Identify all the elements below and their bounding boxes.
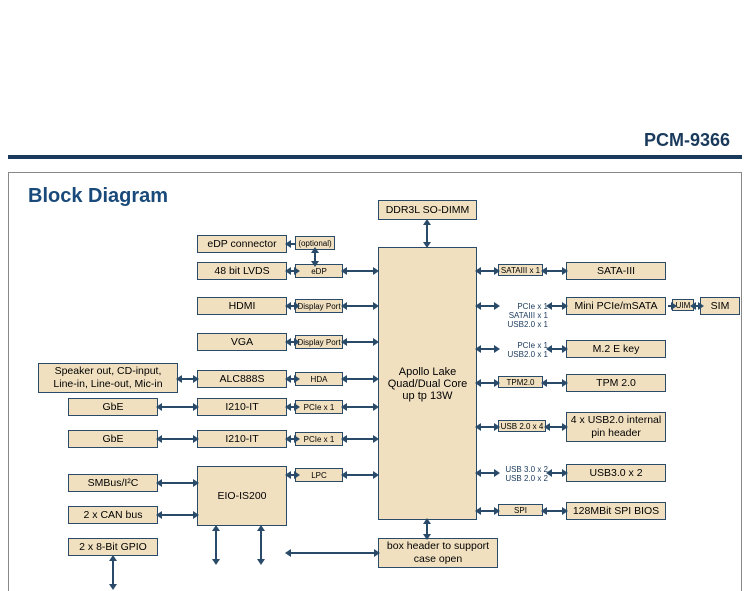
cpu-line3: up tp 13W — [402, 390, 452, 402]
lvds-block: 48 bit LVDS — [197, 262, 287, 280]
usb2-block: 4 x USB2.0 internal pin header — [566, 412, 666, 442]
arrow-mpcie-r — [551, 305, 563, 307]
arrow-mpcie-l — [480, 305, 495, 307]
arrow-tpm-r — [546, 382, 563, 384]
vga-block: VGA — [197, 333, 287, 351]
arrow-gbe2 — [161, 438, 194, 440]
ddr-block: DDR3L SO-DIMM — [378, 200, 477, 220]
i210b-block: I210-IT — [197, 430, 287, 448]
bus-dp2: Display Port — [295, 335, 343, 349]
m2-block: M.2 E key — [566, 340, 666, 358]
tag-m2: PCIe x 1 USB2.0 x 1 — [498, 342, 548, 360]
alc-block: ALC888S — [197, 370, 287, 388]
arrow-gpio-down — [112, 560, 114, 585]
sim-block: SIM — [700, 297, 740, 315]
arrow-m2-r — [551, 348, 563, 350]
arrow-i210b — [290, 438, 295, 440]
cpu-block: Apollo Lake Quad/Dual Core up tp 13W — [378, 247, 477, 520]
arrow-usb3-r — [551, 472, 563, 474]
arrow-gbe1 — [161, 406, 194, 408]
arrow-usb3-l — [480, 472, 495, 474]
arrow-edp-opt — [290, 243, 295, 245]
tag-usb3: USB 3.0 x 2 USB 2.0 x 2 — [498, 466, 548, 484]
arrow-alc — [290, 378, 295, 380]
arrow-hdmi — [290, 305, 295, 307]
tag-mpcie: PCIe x 1 SATAIII x 1 USB2.0 x 1 — [498, 303, 548, 329]
arrow-cpu-boxheader — [426, 523, 428, 535]
bus-dp1: Display Port — [295, 299, 343, 313]
arrow-vga2 — [346, 341, 374, 343]
arrow-eio2 — [346, 474, 374, 476]
arrow-sata-r — [546, 270, 563, 272]
tag-usb2: USB 2.0 x 4 — [498, 420, 546, 432]
arrow-i210a — [290, 406, 295, 408]
cpu-line2: Quad/Dual Core — [388, 378, 468, 390]
arrow-eio — [290, 474, 295, 476]
arrow-smbus — [161, 482, 194, 484]
arrow-i210a2 — [346, 406, 374, 408]
arrow-eio-down1 — [215, 530, 217, 560]
usb3-block: USB3.0 x 2 — [566, 464, 666, 482]
mpcie-block: Mini PCIe/mSATA — [566, 297, 666, 315]
sata-block: SATA-III — [566, 262, 666, 280]
arrow-sim — [695, 305, 699, 307]
bus-hda: HDA — [295, 372, 343, 386]
tpm-block: TPM 2.0 — [566, 374, 666, 392]
eio-block: EIO-IS200 — [197, 466, 287, 526]
can-block: 2 x CAN bus — [68, 506, 158, 524]
arrow-uim — [668, 305, 672, 307]
bus-edp: eDP — [295, 264, 343, 278]
arrow-i210b2 — [346, 438, 374, 440]
arrow-can — [161, 514, 194, 516]
gpio-block: 2 x 8-Bit GPIO — [68, 538, 158, 556]
tag-sata: SATAIII x 1 — [498, 264, 543, 276]
section-title: Block Diagram — [28, 185, 168, 208]
gbe2-block: GbE — [68, 430, 158, 448]
arrow-ddr — [426, 224, 428, 243]
arrow-bios-l — [480, 510, 495, 512]
arrow-usb2-r — [549, 426, 563, 428]
arrow-lvds — [290, 270, 295, 272]
bus-lpc: LPC — [295, 468, 343, 482]
hdmi-block: HDMI — [197, 297, 287, 315]
bus-pcie-b: PCIe x 1 — [295, 432, 343, 446]
arrow-m2-l — [480, 348, 495, 350]
bios-block: 128MBit SPI BIOS — [566, 502, 666, 520]
arrow-hdmi2 — [346, 305, 374, 307]
arrow-lvds2 — [346, 270, 374, 272]
header-rule — [8, 155, 742, 159]
arrow-bios-r — [546, 510, 563, 512]
arrow-alc2 — [346, 378, 374, 380]
arrow-sata-l — [480, 270, 495, 272]
smbus-block: SMBus/I²C — [68, 474, 158, 492]
cpu-line1: Apollo Lake — [399, 366, 457, 378]
tag-spi: SPI — [498, 504, 543, 516]
arrow-eio-down2 — [260, 530, 262, 560]
tag-tpm: TPM2.0 — [498, 376, 543, 388]
arrow-caseopen — [290, 552, 375, 554]
product-title: PCM-9366 — [644, 130, 730, 151]
boxheader-block: box header to support case open — [378, 538, 498, 568]
bus-pcie-a: PCIe x 1 — [295, 400, 343, 414]
edp-block: eDP connector — [197, 235, 287, 253]
arrow-audio-alc — [181, 378, 194, 380]
arrow-vga — [290, 341, 295, 343]
arrow-tpm-l — [480, 382, 495, 384]
gbe1-block: GbE — [68, 398, 158, 416]
audio-block: Speaker out, CD-input, Line-in, Line-out… — [38, 363, 178, 393]
arrow-usb2-l — [480, 426, 495, 428]
i210a-block: I210-IT — [197, 398, 287, 416]
arrow-opt-down — [314, 252, 316, 262]
